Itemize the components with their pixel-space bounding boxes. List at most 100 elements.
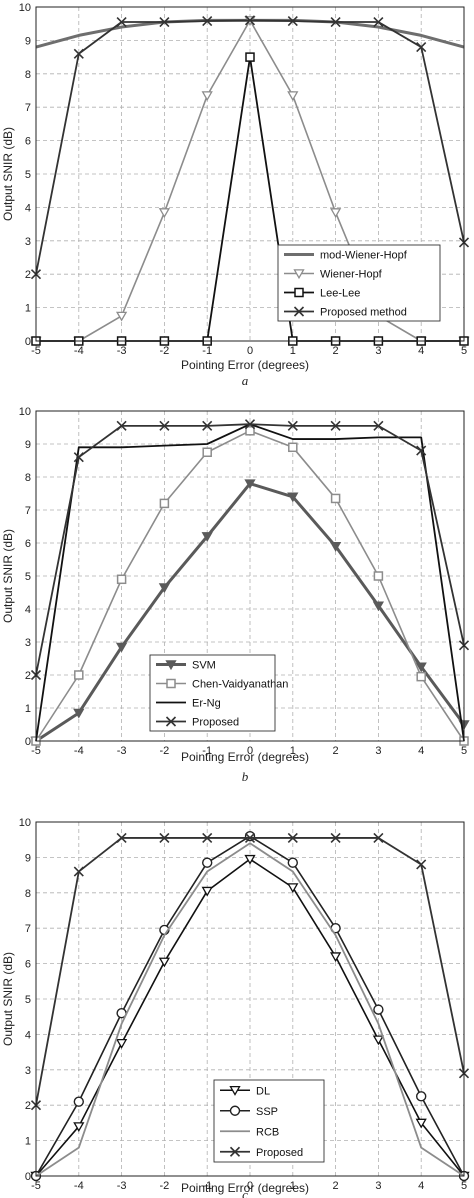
panel-c-series-proposed-x-marker — [73, 866, 84, 877]
panel-a-series-wiener-hopf-triangle-marker — [329, 208, 342, 218]
panel-c-xtick-label: -2 — [160, 1180, 170, 1192]
panel-b-series-chen-vaidyanathan-square-marker — [74, 670, 84, 680]
panel-b-xtick-label: 0 — [247, 745, 253, 757]
panel-c-xtick-label: 5 — [461, 1180, 467, 1192]
panel-b-series-svm-triangle-marker — [158, 583, 171, 594]
panel-b-series-proposed-x-marker — [244, 419, 256, 430]
panel-c-xtick-label: -4 — [74, 1180, 84, 1192]
panel-a-series-wiener-hopf-triangle-marker — [158, 208, 171, 218]
panel-a-legend-entry-label: mod-Wiener-Hopf — [320, 250, 408, 262]
panel-b: -5 -4 -3 -2 -1 0 1 2 3 4 5 0 1 2 3 4 5 6 7 8 9 10 Pointing Err… — [1, 406, 470, 784]
panel-c-series-proposed-x-marker — [202, 832, 213, 843]
panel-c-xtick-label: -5 — [31, 1180, 41, 1192]
panel-b-xtick-label: -4 — [74, 745, 84, 757]
panel-c-frame — [35, 821, 465, 1177]
panel-a-ytick-label: 7 — [25, 102, 31, 114]
panel-c-series-proposed-x-marker — [116, 832, 127, 843]
panel-c-series-ssp-circle-marker — [201, 857, 213, 868]
panel-b-xtick-label: 4 — [418, 745, 424, 757]
panel-a-ytick-label: 2 — [25, 269, 31, 281]
panel-b-legend-entry-triangle-marker — [165, 660, 177, 671]
panel-c-series-dl-triangle-marker — [287, 883, 299, 894]
panel-a-ytick-label: 4 — [25, 202, 31, 214]
panel-b-xtick-label: 1 — [290, 745, 296, 757]
panel-b-ytick-label: 1 — [25, 703, 31, 715]
panel-b-ytick-label: 6 — [25, 538, 31, 550]
panel-a-legend: mod-Wiener-Hopf Wiener-Hopf Lee-Lee Propose… — [277, 244, 441, 322]
panel-a-series-proposed-method-x-marker — [416, 42, 427, 53]
panel-b-legend-entry-label: Chen-Vaidyanathan — [192, 679, 288, 691]
panel-b-xtick-label: 5 — [461, 745, 467, 757]
panel-b-series-proposed-x-marker — [330, 420, 341, 431]
panel-c-ytick-label: 2 — [25, 1100, 31, 1112]
panel-a-xtick-label: -5 — [31, 345, 41, 357]
panel-a-series-wiener-hopf-triangle-marker — [287, 91, 299, 102]
panel-a-series-proposed-method-x-marker — [73, 48, 84, 59]
panel-c-series-proposed-x-marker — [416, 859, 427, 870]
panel-c-legend-entry-x-marker — [229, 1146, 241, 1157]
panel-c-series-dl-triangle-marker — [115, 1039, 128, 1049]
panel-b-series-chen-vaidyanathan-square-marker — [416, 671, 426, 682]
panel-c-xtick-label: 1 — [290, 1180, 296, 1192]
panel-c-series-proposed — [30, 832, 470, 1111]
panel-a-xtick-label: 1 — [290, 345, 296, 357]
panel-a-series-proposed-method-x-marker — [116, 16, 127, 28]
panel-a-ytick-label: 1 — [25, 303, 31, 315]
panel-a: -5 -4 -3 -2 -1 0 1 2 3 4 5 0 1 2 3 4 5 6 7 8 9 10 Pointing Err… — [1, 2, 470, 388]
panel-c-legend-entry-label: RCB — [256, 1126, 279, 1138]
panel-b-xaxis-label: Pointing Error (degrees) — [181, 750, 309, 764]
panel-a-xtick-label: 2 — [333, 345, 339, 357]
panel-b-ytick-label: 3 — [25, 637, 31, 649]
panel-b-series-chen-vaidyanathan-square-marker — [159, 498, 170, 509]
panel-c-ytick-label: 8 — [25, 888, 31, 900]
panel-a-series-proposed-method — [30, 15, 470, 280]
panel-b-series-proposed-x-marker — [73, 452, 84, 463]
panel-a-yaxis-label: Output SNIR (dB) — [1, 127, 15, 221]
panel-b-ytick-label: 5 — [25, 571, 31, 583]
panel-a-series-proposed-method-x-marker — [287, 15, 298, 27]
panel-b-series-chen-vaidyanathan-square-marker — [373, 571, 384, 581]
panel-c-series-dl-triangle-marker — [158, 957, 171, 968]
panel-c-xtick-label: 2 — [333, 1180, 339, 1192]
panel-b-ytick-label: 0 — [25, 736, 31, 748]
panel-b-series-svm-triangle-marker — [201, 532, 213, 542]
panel-c-legend-entry-label: DL — [256, 1085, 270, 1097]
panel-a-frame — [35, 6, 465, 342]
panel-b-ytick-label: 7 — [25, 505, 31, 517]
panel-b-series-chen-vaidyanathan-square-marker — [202, 447, 212, 457]
panel-c-legend-entry-label: SSP — [256, 1106, 278, 1118]
panel-a-xtick-label: 0 — [247, 345, 253, 357]
panel-c-legend-entry-circle-marker — [229, 1105, 241, 1116]
panel-a-legend-box — [277, 244, 441, 322]
panel-a-legend-entry-triangle-marker — [293, 269, 305, 280]
panel-b-ytick-label: 8 — [25, 472, 31, 484]
panel-a-series-wiener-hopf-triangle-marker — [201, 91, 213, 102]
panel-b-series-chen-vaidyanathan-square-marker — [116, 574, 127, 585]
panel-c-series-dl-triangle-marker — [329, 952, 342, 963]
panel-b-xtick-label: 2 — [333, 745, 339, 757]
panel-a-xtick-label: -1 — [202, 345, 212, 357]
panel-c-legend: DL SSP RCB Proposed — [213, 1079, 325, 1163]
panel-a-ytick-label: 6 — [25, 136, 31, 148]
panel-c-ytick-label: 3 — [25, 1065, 31, 1077]
panel-b-series-svm-triangle-marker — [115, 642, 128, 653]
panel-c-xtick-label: -3 — [117, 1180, 127, 1192]
panel-a-ytick-label: 10 — [19, 2, 31, 14]
panel-c-xtick-label: -1 — [202, 1180, 212, 1192]
panel-c-series-ssp-circle-marker — [373, 1004, 384, 1015]
panel-b-series-chen-vaidyanathan-square-marker — [288, 442, 298, 453]
panel-c-xtick-label: 0 — [247, 1180, 253, 1192]
panel-b-series-svm-triangle-marker — [73, 708, 85, 719]
panel-a-series-proposed-method-x-marker — [244, 15, 256, 26]
panel-c-series-proposed-x-marker — [330, 832, 341, 843]
panel-b-legend-entry-label: Er-Ng — [192, 698, 221, 710]
panel-c-ytick-label: 9 — [25, 852, 31, 864]
panel-c-series-rcb — [35, 842, 465, 1177]
panel-c-series-ssp-circle-marker — [287, 857, 298, 868]
panel-a-legend-entry-square-marker — [294, 287, 304, 298]
panel-b-xtick-label: -2 — [160, 745, 170, 757]
panel-b-series-proposed — [30, 419, 470, 681]
panel-b-ytick-label: 10 — [19, 406, 31, 418]
panel-a-xtick-label: 5 — [461, 345, 467, 357]
